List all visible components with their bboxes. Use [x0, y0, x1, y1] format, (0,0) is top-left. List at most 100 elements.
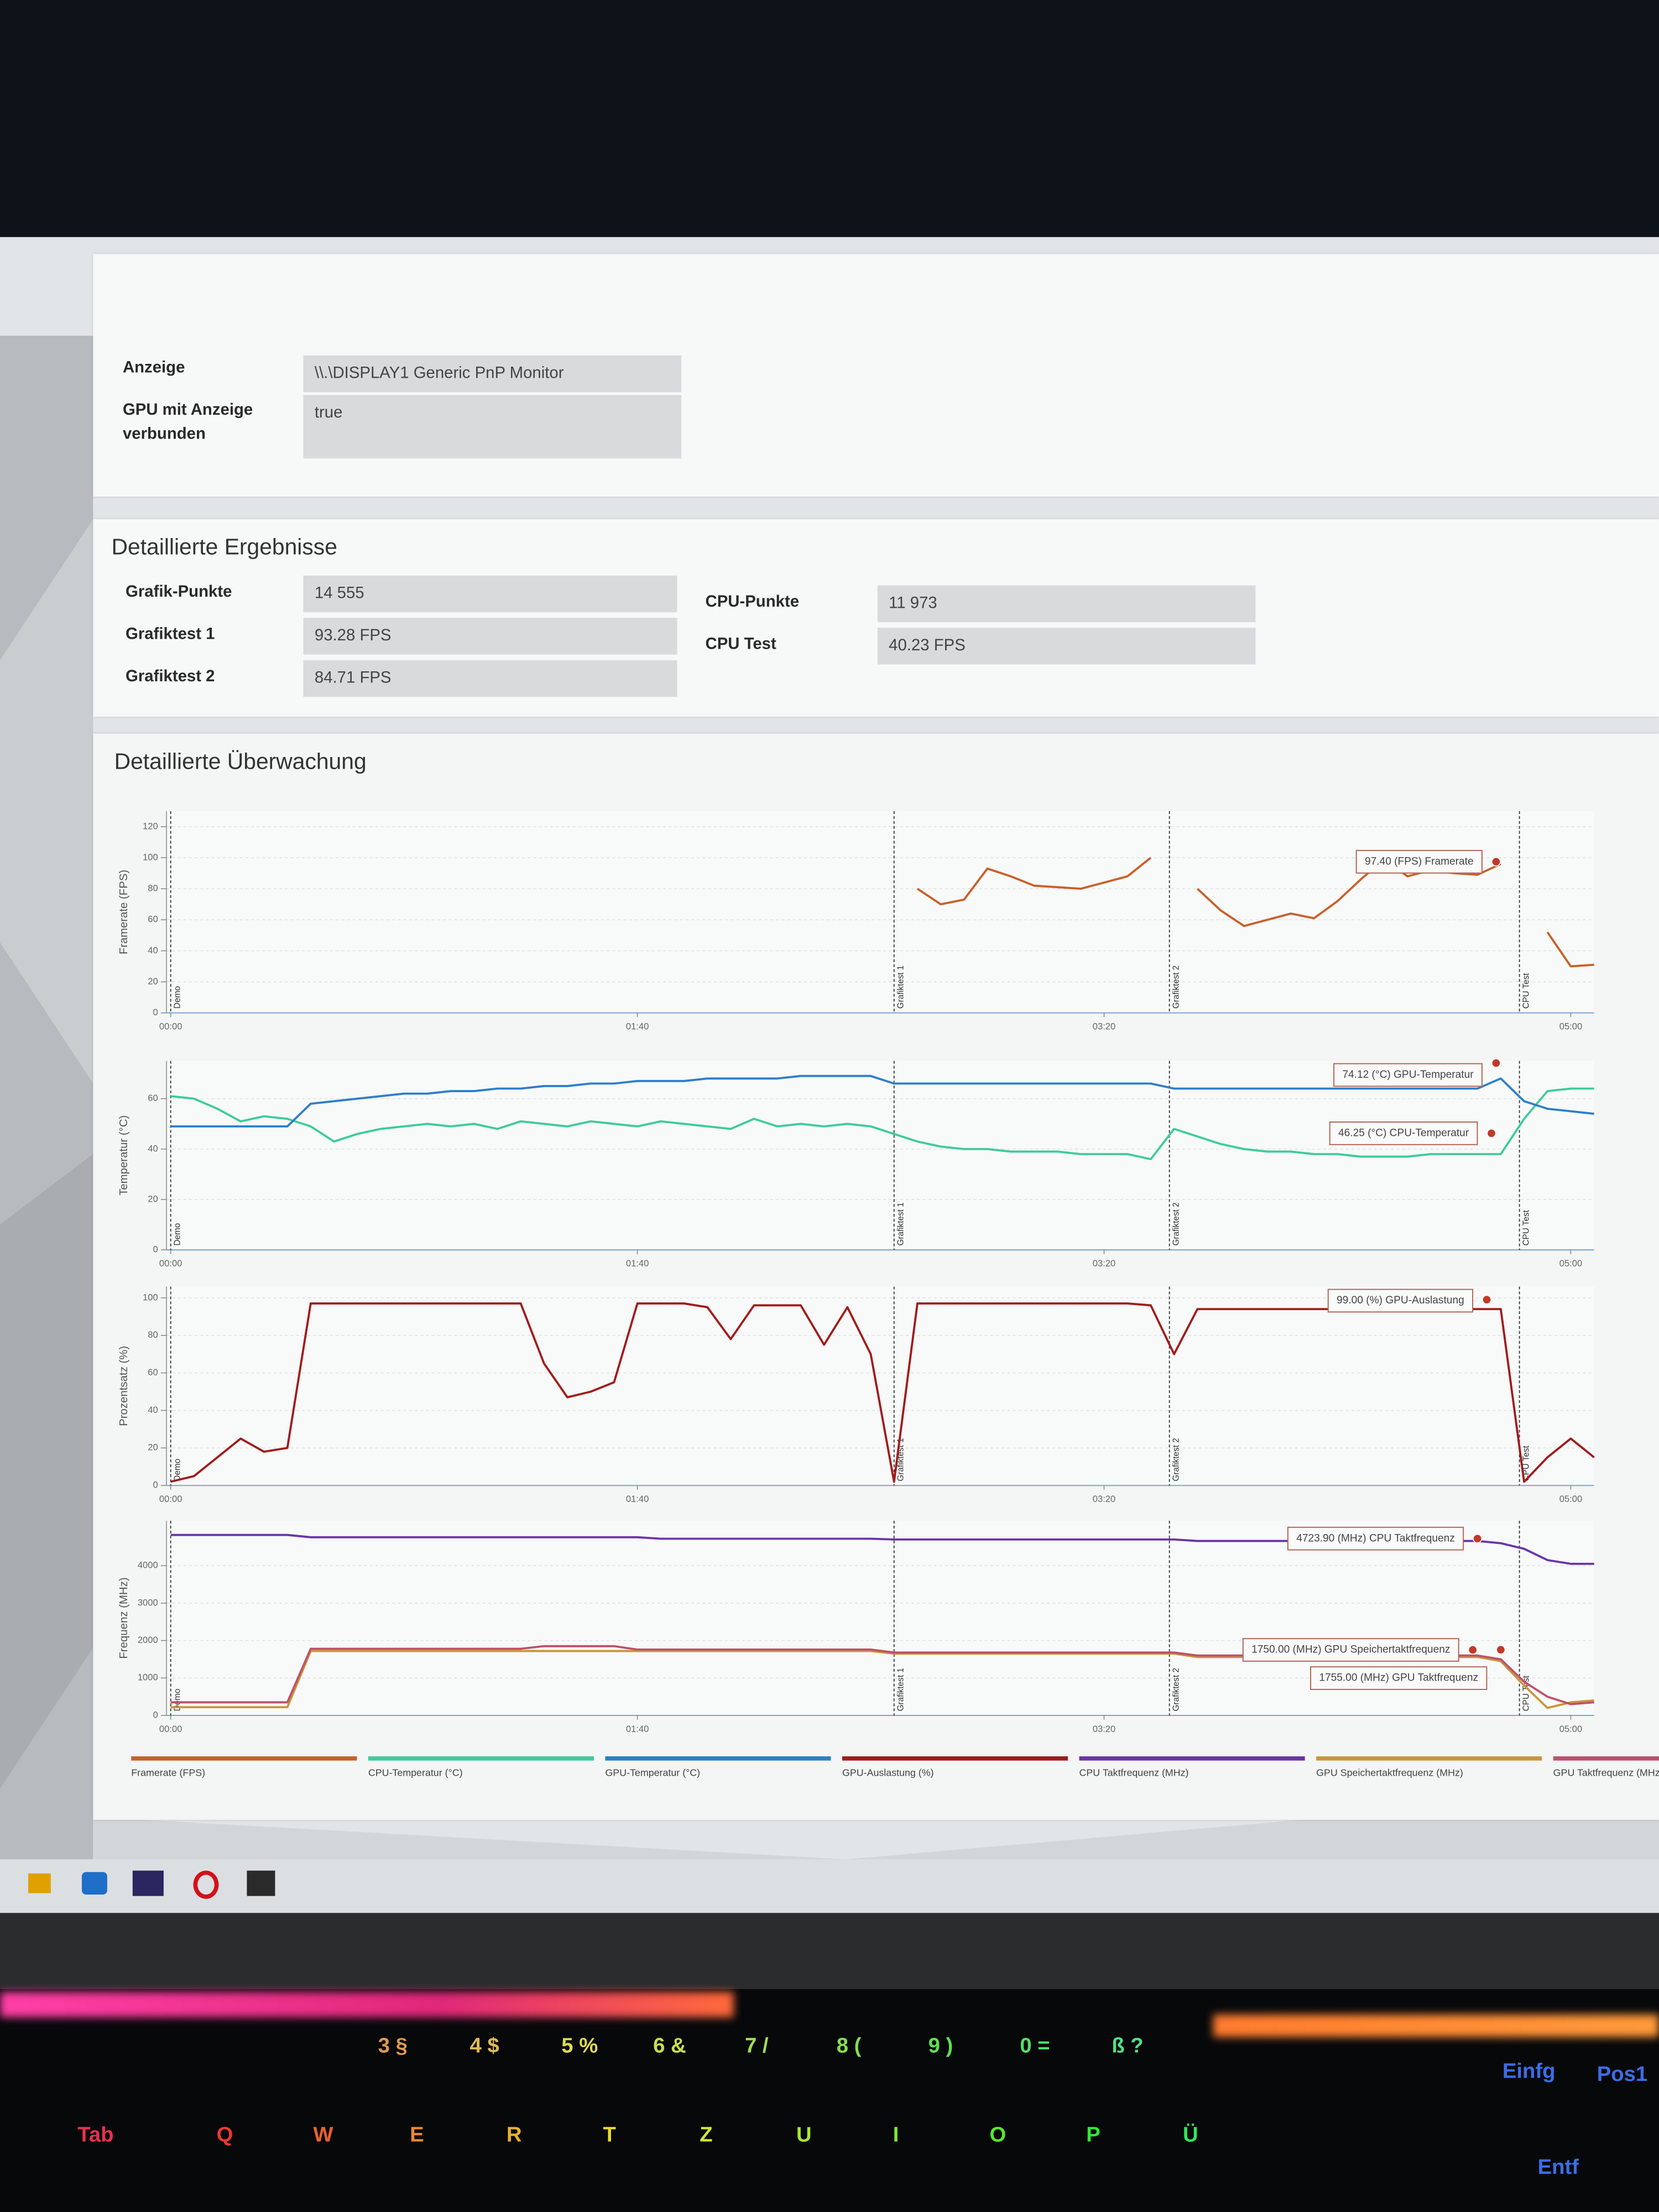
annotation-point — [1486, 1128, 1496, 1138]
result-label: Grafik-Punkte — [126, 584, 232, 601]
key-label: W — [313, 2123, 333, 2147]
key-label: E — [410, 2123, 424, 2147]
plot-area — [166, 1286, 1594, 1486]
x-tick-label: 01:40 — [626, 1021, 649, 1032]
annotation: 4723.90 (MHz) CPU Taktfrequenz — [1287, 1526, 1464, 1551]
key-label: O — [989, 2123, 1006, 2147]
keyboard: 3 § 4 $ 5 % 6 & 7 / 8 (9 ) 0 = ß ? Tab Q W E R T Z U I O P… — [0, 1989, 1659, 2212]
key-label: 0 = — [1020, 2034, 1050, 2058]
annotation-label: 97.40 (FPS) Framerate — [1365, 855, 1474, 867]
legend-swatch — [368, 1756, 594, 1761]
key-label: I — [893, 2123, 899, 2147]
y-tick-label: 40 — [148, 1143, 158, 1154]
phase-marker-label: Demo — [173, 1459, 182, 1481]
result-value: 84.71 FPS — [303, 660, 677, 697]
taskbar-icon[interactable] — [247, 1870, 275, 1896]
y-tick-label: 80 — [148, 1329, 158, 1340]
x-tick-label: 01:40 — [626, 1724, 649, 1734]
y-tick-label: 80 — [148, 883, 158, 894]
y-tick-label: 60 — [148, 1093, 158, 1103]
annotation-box — [1327, 1288, 1474, 1313]
x-tick-label: 05:00 — [1559, 1494, 1582, 1504]
y-tick-label: 20 — [148, 1442, 158, 1453]
annotation-point — [1482, 1295, 1491, 1305]
annotation: 74.12 (°C) GPU-Temperatur — [1333, 1063, 1483, 1087]
annotation: 99.00 (%) GPU-Auslastung — [1327, 1288, 1474, 1313]
keyboard-glow — [0, 1992, 734, 2017]
key-label: Pos1 — [1597, 2062, 1648, 2086]
x-tick-label: 05:00 — [1559, 1258, 1582, 1269]
y-tick-label: 3000 — [138, 1597, 158, 1608]
annotation-point — [1473, 1533, 1483, 1543]
y-tick-label: 4000 — [138, 1560, 158, 1571]
annotation-point — [1496, 1645, 1506, 1655]
result-label: CPU-Punkte — [705, 593, 800, 611]
plot-area — [166, 811, 1594, 1013]
y-tick-label: 20 — [148, 976, 158, 987]
key-label: ß ? — [1112, 2034, 1144, 2058]
x-tick-label: 01:40 — [626, 1258, 649, 1269]
legend-label: GPU-Temperatur (°C) — [605, 1767, 700, 1778]
y-tick-label: 0 — [153, 1480, 158, 1490]
annotation-label: 1750.00 (MHz) GPU Speichertaktfrequenz — [1251, 1644, 1450, 1656]
key-label: 6 & — [653, 2034, 686, 2058]
legend-label: GPU-Auslastung (%) — [842, 1767, 934, 1778]
key-label: 3 § — [378, 2034, 408, 2058]
info-value: \\.\DISPLAY1 Generic PnP Monitor — [303, 355, 682, 393]
taskbar-icon[interactable] — [81, 1872, 107, 1895]
annotation-point — [1491, 1058, 1501, 1068]
key-label: 8 ( — [836, 2034, 862, 2058]
result-value: 93.28 FPS — [303, 618, 677, 655]
x-tick-label: 05:00 — [1559, 1724, 1582, 1734]
key-label: 5 % — [561, 2034, 598, 2058]
key-label: Entf — [1537, 2155, 1579, 2180]
y-tick-label: 1000 — [138, 1672, 158, 1683]
key-labels: 3 § 4 $ 5 % 6 & 7 / 8 (9 ) 0 = ß ? Tab Q W E R T Z U I O P… — [0, 1989, 1659, 2212]
legend-label: CPU Taktfrequenz (MHz) — [1079, 1767, 1189, 1778]
phase-marker-label: Demo — [173, 986, 182, 1009]
series-line — [170, 1074, 1594, 1128]
result-label: CPU Test — [705, 636, 776, 654]
key-label: 7 / — [744, 2034, 769, 2058]
taskbar-icon[interactable] — [193, 1870, 219, 1899]
taskbar-icon[interactable] — [28, 1873, 51, 1893]
info-label: GPU mit Anzeige verbunden — [122, 402, 253, 444]
annotation: 1755.00 (MHz) GPU Taktfrequenz — [1310, 1666, 1488, 1691]
annotation-box — [1329, 1121, 1478, 1145]
annotation-label: 46.25 (°C) CPU-Temperatur — [1338, 1127, 1469, 1139]
result-label: Grafiktest 1 — [126, 626, 215, 644]
legend-label: CPU-Temperatur (°C) — [368, 1767, 463, 1778]
x-tick-label: 00:00 — [159, 1021, 182, 1032]
annotation-box — [1242, 1638, 1459, 1662]
x-tick-label: 05:00 — [1559, 1021, 1582, 1032]
key-label: 9 ) — [928, 2034, 953, 2058]
taskbar-icon[interactable] — [132, 1870, 164, 1896]
y-tick-label: 20 — [148, 1193, 158, 1204]
annotation: 46.25 (°C) CPU-Temperatur — [1329, 1121, 1478, 1145]
y-tick-label: 100 — [143, 852, 158, 862]
key-label: U — [796, 2123, 812, 2147]
phase-marker-label: Grafiktest 2 — [1171, 1202, 1181, 1245]
results-panel: Detaillierte Ergebnisse Grafik-Punkte 14… — [93, 519, 1659, 717]
y-tick-label: 40 — [148, 1405, 158, 1415]
result-value: 11 973 — [877, 585, 1256, 622]
annotation-box — [1355, 849, 1483, 874]
annotation: 97.40 (FPS) Framerate — [1355, 849, 1483, 874]
key-label: T — [603, 2123, 616, 2147]
y-tick-label: 120 — [143, 821, 158, 831]
taskbar — [0, 1859, 1659, 1913]
result-value: 14 555 — [303, 575, 677, 613]
legend-swatch — [842, 1756, 1068, 1761]
annotation-label: 99.00 (%) GPU-Auslastung — [1337, 1295, 1464, 1306]
x-tick-label: 03:20 — [1093, 1258, 1116, 1269]
phase-marker-label: CPU Test — [1521, 1209, 1531, 1245]
phase-marker-label: Grafiktest 1 — [896, 1202, 906, 1245]
y-tick-label: 60 — [148, 1367, 158, 1378]
x-tick-label: 03:20 — [1093, 1724, 1116, 1734]
annotation-box — [1287, 1526, 1464, 1551]
phase-marker-label: Demo — [173, 1689, 182, 1712]
annotation-box — [1310, 1666, 1488, 1691]
annotation-box — [1333, 1063, 1483, 1087]
